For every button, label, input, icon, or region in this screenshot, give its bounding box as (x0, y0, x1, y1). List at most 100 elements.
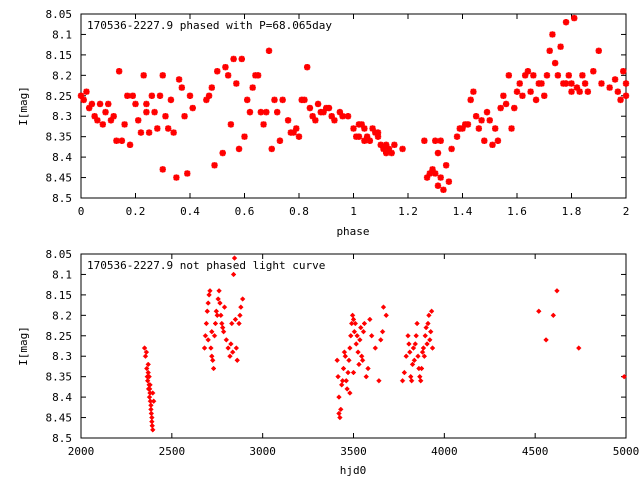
phased-data-point (309, 113, 316, 120)
phased-data-point (622, 80, 630, 87)
unphased-data-point (348, 333, 354, 339)
unphased-data-point (335, 373, 341, 380)
phased-data-point (565, 72, 572, 79)
phased-data-point (143, 100, 150, 108)
phased-data-point (432, 137, 439, 144)
phased-data-point (145, 129, 153, 136)
phased-data-point (391, 141, 398, 149)
unphased-data-point (426, 312, 432, 319)
unphased-data-point (363, 373, 369, 380)
unphased-x-tick-label: 2000 (68, 445, 95, 458)
unphased-data-point (150, 427, 156, 433)
unphased-data-point (413, 333, 419, 339)
unphased-data-point (218, 312, 224, 319)
phased-data-point (284, 117, 292, 124)
unphased-plot-ylabel: I[mag] (17, 326, 30, 366)
phased-x-tick-label: 0.2 (126, 205, 146, 218)
phased-data-point (165, 125, 172, 132)
unphased-data-point (383, 312, 389, 319)
unphased-data-point (148, 410, 155, 417)
unphased-data-point (343, 378, 349, 384)
unphased-y-tick-label: 8.05 (46, 248, 73, 261)
phased-data-point (186, 92, 194, 99)
phased-data-point (377, 141, 384, 149)
unphased-data-point (202, 333, 209, 339)
phased-data-point (344, 113, 352, 120)
phased-data-point (80, 96, 87, 104)
unphased-data-point (377, 337, 384, 343)
unphased-data-point (379, 328, 386, 335)
phased-data-point (366, 137, 374, 144)
phased-data-point (538, 80, 545, 87)
phased-data-point (508, 125, 515, 132)
phased-data-point (314, 100, 322, 108)
phased-data-point (541, 92, 548, 99)
phased-data-point (516, 80, 523, 87)
phased-data-point (521, 72, 529, 79)
phased-data-point (148, 92, 156, 99)
unphased-data-point (221, 304, 228, 310)
unphased-data-point (550, 312, 557, 319)
phased-plot-ylabel: I[mag] (17, 86, 30, 126)
phased-data-point (110, 113, 117, 120)
unphased-data-point (207, 288, 213, 294)
unphased-data-point (347, 390, 353, 396)
phased-data-point (233, 80, 240, 87)
phased-data-point (113, 137, 120, 144)
unphased-plot-xlabel: hjd0 (340, 464, 367, 477)
phased-x-tick-label: 2 (623, 205, 630, 218)
phased-y-tick-label: 8.2 (52, 69, 72, 82)
phased-data-point (448, 145, 455, 153)
unphased-data-point (357, 337, 363, 343)
phased-data-point (320, 108, 327, 116)
unphased-data-point (365, 365, 371, 372)
phased-data-point (355, 133, 363, 140)
unphased-data-point (351, 328, 358, 335)
unphased-data-point (344, 386, 350, 392)
phased-data-point (167, 96, 175, 104)
phased-data-point (388, 149, 395, 157)
phased-data-point (254, 72, 262, 79)
phased-data-point (303, 63, 311, 71)
phased-data-point (380, 145, 387, 153)
unphased-data-point (425, 320, 431, 327)
unphased-data-point (231, 255, 238, 261)
phased-data-point (132, 100, 139, 108)
unphased-data-point (214, 312, 221, 319)
unphased-data-point (338, 406, 344, 413)
phased-data-point (306, 104, 314, 112)
unphased-data-point (209, 357, 216, 364)
phased-data-point (124, 92, 131, 99)
unphased-data-point (208, 345, 214, 351)
phased-data-point (532, 96, 540, 104)
phased-y-tick-label: 8.25 (46, 90, 73, 103)
phased-data-point (219, 149, 226, 157)
phased-data-point (459, 125, 466, 132)
phased-data-point (363, 133, 371, 140)
phased-data-point (189, 104, 196, 112)
phased-data-point (129, 92, 136, 99)
phased-data-point (598, 80, 605, 87)
unphased-data-point (354, 333, 360, 339)
unphased-data-point (576, 345, 582, 351)
unphased-plot-frame (80, 253, 627, 439)
phased-data-point (276, 137, 284, 144)
phased-data-point (265, 47, 273, 54)
phased-data-point (549, 31, 556, 38)
unphased-y-tick-label: 8.5 (52, 432, 72, 445)
phased-plot-ticks: 0 0.2 0.4 0.6 0.8 1 1.2 1.4 1.6 1.8 2 8.05 8.1 8.15 8.… (46, 8, 630, 218)
unphased-data-point (418, 365, 425, 372)
unphased-data-point (352, 320, 359, 327)
phased-data-point (170, 129, 177, 136)
unphased-data-point (421, 353, 428, 359)
unphased-data-point (229, 349, 236, 355)
phased-x-tick-label: 1.6 (507, 205, 527, 218)
unphased-data-point (145, 361, 151, 368)
phased-data-point (339, 113, 346, 120)
unphased-data-point (204, 308, 211, 314)
phased-data-point (96, 100, 104, 108)
phased-data-point (244, 96, 251, 104)
unphased-y-tick-label: 8.15 (46, 289, 73, 302)
unphased-data-point (543, 337, 549, 343)
unphased-y-tick-label: 8.25 (46, 330, 73, 343)
